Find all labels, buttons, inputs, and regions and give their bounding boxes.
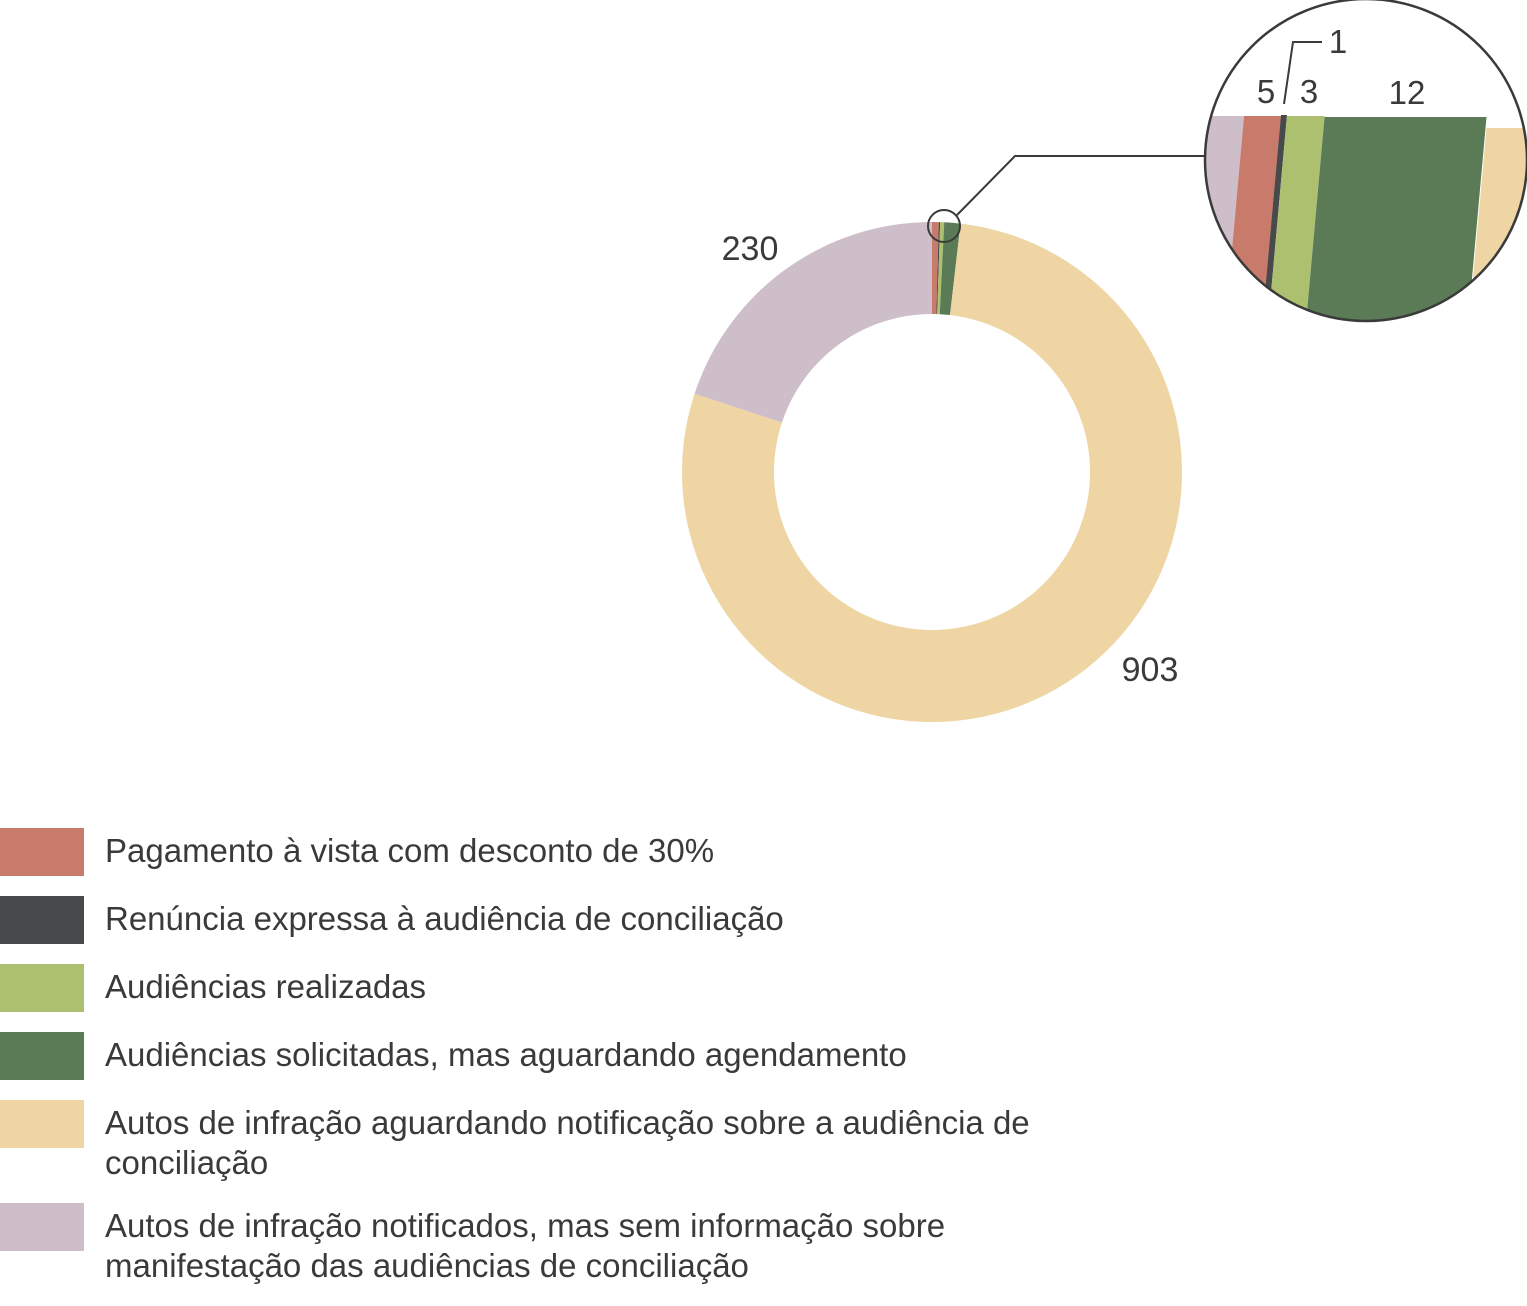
zoom-value-label-4: 12	[1389, 74, 1426, 111]
zoom-band-2	[1260, 115, 1287, 321]
zoom-background	[1205, 40, 1527, 114]
zoom-band-3	[1266, 116, 1325, 321]
value-label-6: 230	[722, 230, 779, 268]
legend-swatch	[0, 964, 84, 1012]
legend-item-4: Audiências solicitadas, mas aguardando a…	[0, 1032, 1500, 1080]
value-label-5: 903	[1122, 651, 1179, 689]
donut-ring	[682, 222, 1183, 722]
legend: Pagamento à vista com desconto de 30% Ren…	[0, 828, 1500, 1306]
legend-item-1: Pagamento à vista com desconto de 30%	[0, 828, 1500, 876]
donut-chart: 230 903 5 13 12	[682, 0, 1527, 722]
zoom-connector-line	[955, 155, 1206, 217]
legend-swatch	[0, 896, 84, 944]
legend-label: Autos de infração aguardando notificação…	[105, 1104, 1030, 1181]
legend-item-5: Autos de infração aguardando notificação…	[0, 1100, 1500, 1183]
zoom-value-label-1: 5	[1257, 73, 1275, 110]
legend-label: Pagamento à vista com desconto de 30%	[105, 832, 715, 869]
zoom-band-6	[1205, 116, 1244, 321]
zoom-value-label-2: 1	[1329, 23, 1347, 60]
legend-label: Audiências realizadas	[105, 968, 427, 1005]
donut-slice-5	[682, 223, 1183, 722]
zoom-value-label-3: 3	[1300, 73, 1318, 110]
legend-swatch	[0, 1100, 84, 1148]
legend-swatch	[0, 828, 84, 876]
legend-item-2: Renúncia expressa à audiência de concili…	[0, 896, 1500, 944]
donut-slice-6	[694, 222, 932, 423]
zoom-band-4	[1304, 117, 1487, 321]
zoom-circle-border	[1203, 0, 1527, 323]
donut-slice-2	[936, 222, 941, 315]
zoom-leader-1	[1283, 41, 1322, 105]
zoom-marker-circle	[927, 209, 961, 243]
donut-slice-3	[937, 222, 945, 315]
legend-item-3: Audiências realizadas	[0, 964, 1500, 1012]
donut-value-labels: 230 903	[722, 230, 1179, 689]
donut-slice-4	[939, 222, 961, 316]
donut-slice-1	[932, 222, 939, 315]
legend-swatch	[0, 1203, 84, 1251]
legend-item-6: Autos de infração notificados, mas sem i…	[0, 1203, 1500, 1286]
legend-swatch	[0, 1032, 84, 1080]
legend-label: Renúncia expressa à audiência de concili…	[105, 900, 784, 937]
legend-label: Audiências solicitadas, mas aguardando a…	[105, 1036, 907, 1073]
legend-label: Autos de infração notificados, mas sem i…	[105, 1207, 946, 1284]
